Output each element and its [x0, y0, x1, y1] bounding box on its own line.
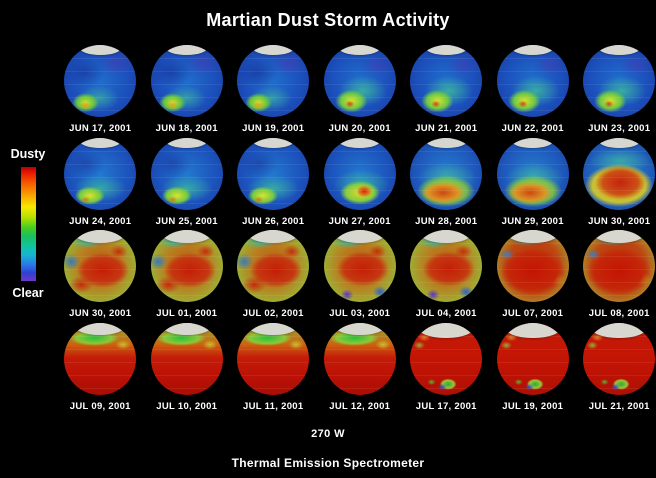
mars-globe [64, 230, 137, 302]
page-title: Martian Dust Storm Activity [206, 10, 450, 30]
dust-colorbar [20, 167, 36, 281]
globe-cell: JUN 27, 2001 [317, 135, 404, 228]
globe-cell: JUN 29, 2001 [490, 135, 577, 228]
longitude-label: 270 W [311, 428, 345, 440]
globe-date-label: JUL 10, 2001 [156, 400, 218, 412]
mars-globe [237, 322, 310, 395]
mars-globe [496, 45, 569, 117]
globe-date-label: JUL 07, 2001 [502, 308, 564, 319]
globe-cell: JUL 19, 2001 [490, 320, 577, 413]
mars-globe [150, 230, 223, 302]
mars-globe [323, 230, 396, 302]
globe-cell: JUN 18, 2001 [144, 42, 231, 135]
globe-date-label: JUL 17, 2001 [415, 400, 477, 412]
globe-cell: JUL 10, 2001 [144, 320, 231, 413]
mars-globe [410, 230, 483, 302]
globe-cell: JUN 21, 2001 [403, 42, 490, 135]
mars-globe [64, 45, 137, 117]
globe-cell: JUN 20, 2001 [317, 42, 404, 135]
globe-cell: JUL 09, 2001 [57, 320, 144, 413]
globe-cell: JUN 30, 2001 [57, 227, 144, 320]
globe-date-label: JUL 09, 2001 [69, 400, 131, 412]
dust-scale-legend: Dusty Clear [4, 147, 52, 300]
globe-cell: JUN 22, 2001 [490, 42, 577, 135]
globe-grid: JUN 17, 2001 JUN 18, 2001 JUN 19, 2001 JUN … [57, 42, 656, 412]
globe-date-label: JUL 04, 2001 [415, 308, 477, 319]
globe-cell: JUL 02, 2001 [230, 227, 317, 320]
globe-cell: JUL 12, 2001 [317, 320, 404, 413]
mars-globe [410, 322, 483, 395]
globe-date-label: JUN 27, 2001 [328, 215, 391, 227]
mars-globe [237, 45, 310, 117]
globe-cell: JUN 30, 2001 [576, 135, 656, 228]
mars-globe [410, 45, 483, 117]
mars-globe [64, 322, 137, 395]
globe-cell: JUL 17, 2001 [403, 320, 490, 413]
globe-date-label: JUN 21, 2001 [415, 123, 478, 134]
globe-date-label: JUN 18, 2001 [155, 123, 218, 134]
globe-date-label: JUN 20, 2001 [328, 123, 391, 134]
mars-globe [496, 137, 569, 210]
globe-cell: JUN 24, 2001 [57, 135, 144, 228]
globe-cell: JUN 17, 2001 [57, 42, 144, 135]
globe-date-label: JUL 08, 2001 [588, 308, 650, 319]
legend-dusty-label: Dusty [10, 147, 46, 161]
globe-date-label: JUN 29, 2001 [501, 215, 564, 227]
mars-globe [496, 322, 569, 395]
globe-date-label: JUL 11, 2001 [243, 400, 304, 412]
instrument-label: Thermal Emission Spectrometer [231, 456, 425, 470]
globe-date-label: JUN 30, 2001 [69, 308, 132, 319]
mars-globe [583, 230, 656, 302]
globe-cell: JUN 23, 2001 [576, 42, 656, 135]
globe-date-label: JUN 22, 2001 [501, 123, 564, 134]
globe-cell: JUN 26, 2001 [230, 135, 317, 228]
mars-globe [583, 45, 656, 117]
globe-date-label: JUL 12, 2001 [329, 400, 391, 412]
mars-globe [496, 230, 569, 302]
globe-date-label: JUN 19, 2001 [242, 123, 305, 134]
mars-globe [323, 322, 396, 395]
globe-date-label: JUN 23, 2001 [588, 123, 651, 134]
globe-cell: JUL 21, 2001 [576, 320, 656, 413]
globe-cell: JUN 25, 2001 [144, 135, 231, 228]
mars-globe [237, 137, 310, 210]
globe-cell: JUL 03, 2001 [317, 227, 404, 320]
mars-globe [150, 137, 223, 210]
mars-globe [323, 45, 396, 117]
legend-clear-label: Clear [12, 286, 44, 300]
globe-date-label: JUL 03, 2001 [329, 308, 391, 319]
mars-globe [150, 45, 223, 117]
globe-date-label: JUN 25, 2001 [155, 215, 218, 227]
globe-cell: JUN 28, 2001 [403, 135, 490, 228]
globe-date-label: JUN 17, 2001 [69, 123, 132, 134]
globe-cell: JUL 04, 2001 [403, 227, 490, 320]
globe-date-label: JUL 19, 2001 [502, 400, 564, 412]
mars-globe [323, 137, 396, 210]
globe-date-label: JUL 21, 2001 [588, 400, 650, 412]
globe-date-label: JUN 24, 2001 [69, 215, 132, 227]
mars-globe [64, 137, 137, 210]
globe-date-label: JUL 01, 2001 [156, 308, 218, 319]
mars-globe [410, 137, 483, 210]
globe-date-label: JUN 28, 2001 [415, 215, 478, 227]
mars-globe [583, 322, 656, 395]
globe-cell: JUL 07, 2001 [490, 227, 577, 320]
globe-cell: JUL 01, 2001 [144, 227, 231, 320]
globe-cell: JUN 19, 2001 [230, 42, 317, 135]
globe-cell: JUL 11, 2001 [230, 320, 317, 413]
globe-cell: JUL 08, 2001 [576, 227, 656, 320]
mars-globe [237, 230, 310, 302]
globe-date-label: JUL 02, 2001 [242, 308, 304, 319]
globe-date-label: JUN 26, 2001 [242, 215, 305, 227]
mars-globe [583, 137, 656, 210]
globe-date-label: JUN 30, 2001 [588, 215, 651, 227]
mars-globe [150, 322, 223, 395]
